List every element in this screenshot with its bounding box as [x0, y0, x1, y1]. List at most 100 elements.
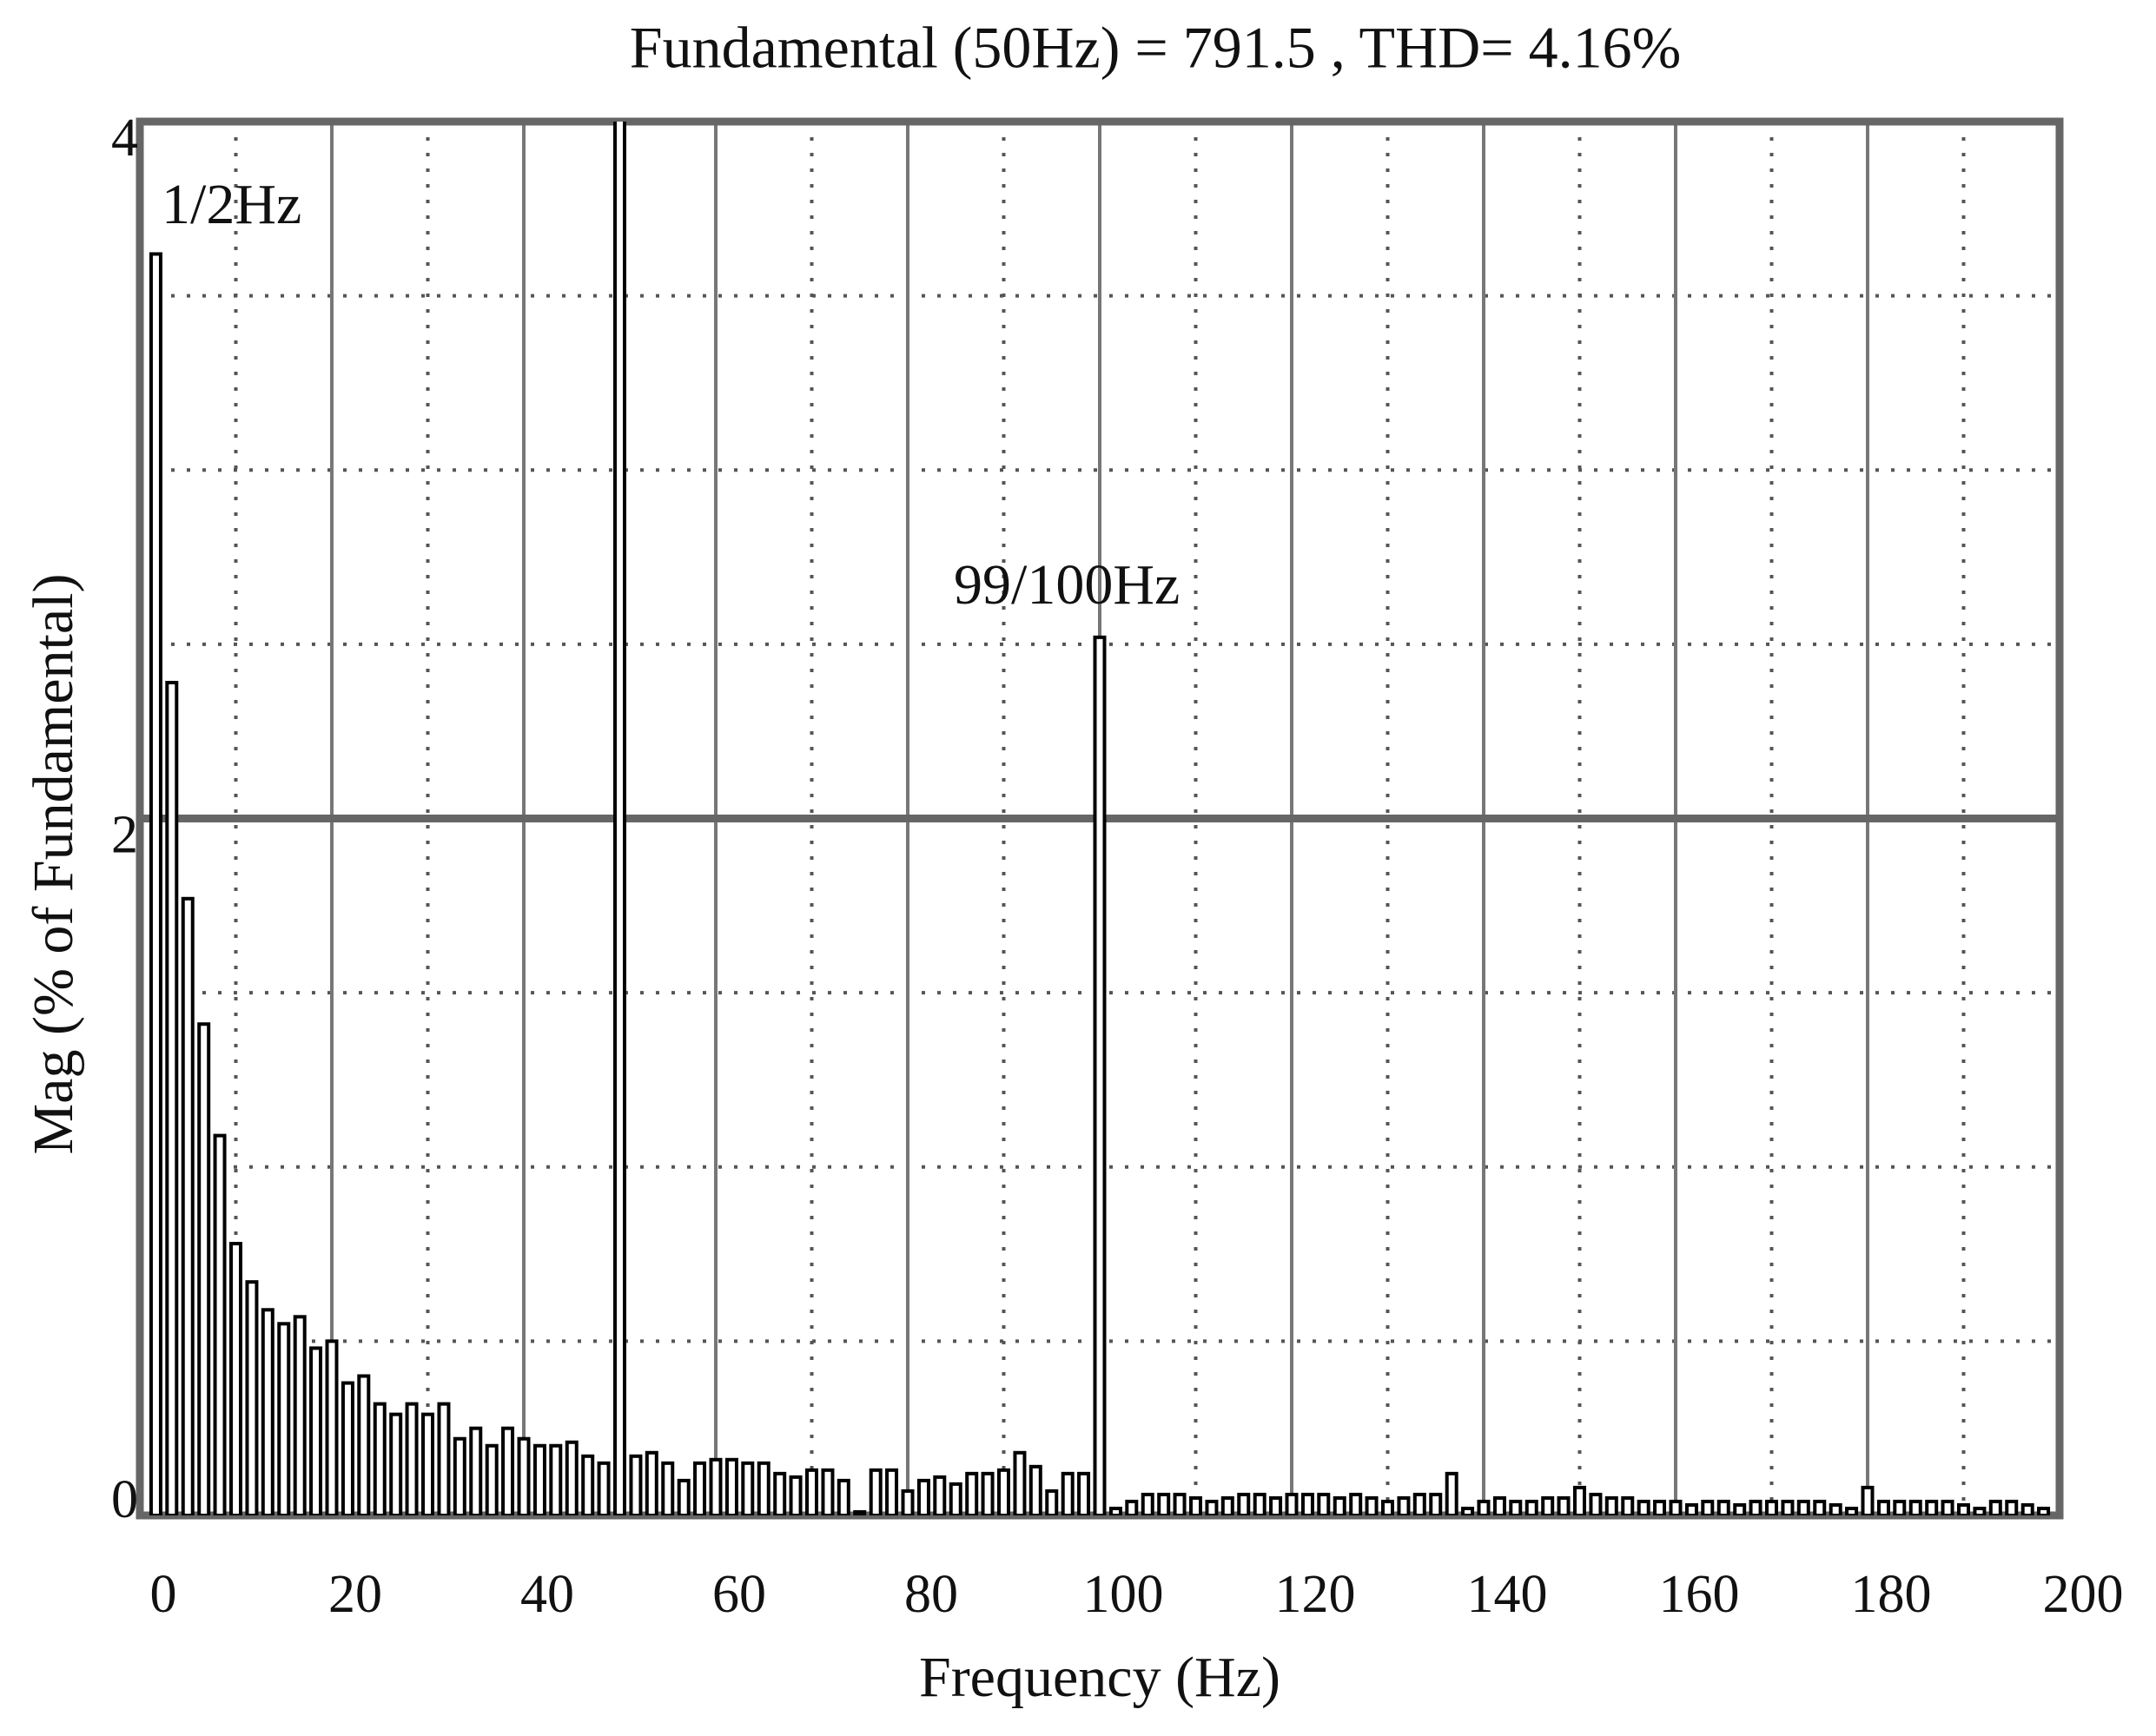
bar [1397, 1495, 1411, 1515]
bar [805, 1468, 818, 1515]
bar [1205, 1499, 1219, 1515]
bar [501, 1426, 515, 1515]
bar [229, 1242, 242, 1515]
bar [1093, 635, 1107, 1515]
bar [405, 1402, 419, 1515]
bar [1189, 1495, 1202, 1515]
annotation: 99/100Hz [954, 553, 1180, 617]
bar [1589, 1492, 1603, 1515]
bar [645, 1450, 658, 1515]
bar [1925, 1499, 1939, 1515]
bar [677, 1478, 691, 1515]
bar [1765, 1499, 1778, 1515]
bar [853, 1509, 867, 1515]
bar [261, 1308, 274, 1515]
bar [1077, 1471, 1091, 1515]
bar [197, 1022, 211, 1515]
y-tick-label: 2 [111, 806, 138, 865]
bar [1333, 1495, 1346, 1515]
bar [485, 1443, 499, 1515]
bar [613, 122, 626, 1515]
bar [1557, 1495, 1571, 1515]
x-axis-label: Frequency (Hz) [919, 1646, 1280, 1709]
bar [1876, 1499, 1890, 1515]
x-tick-label: 180 [1851, 1565, 1932, 1624]
bar [437, 1402, 451, 1515]
bar [213, 1133, 227, 1515]
chart-title: Fundamental (50Hz) = 791.5 , THD= 4.16% [630, 15, 1682, 81]
bar [1908, 1499, 1922, 1515]
bar [741, 1461, 755, 1515]
bar [837, 1478, 850, 1515]
x-tick-label: 0 [150, 1565, 177, 1624]
bar [1621, 1495, 1635, 1515]
bar [1285, 1492, 1299, 1515]
bar [709, 1457, 723, 1515]
bar [517, 1436, 531, 1515]
bar [373, 1402, 387, 1515]
bar [1684, 1502, 1698, 1515]
bars [149, 122, 2051, 1515]
bar [789, 1475, 803, 1515]
bar [1461, 1506, 1475, 1515]
bar [1317, 1492, 1331, 1515]
bar [901, 1488, 915, 1515]
bar [965, 1471, 979, 1515]
bar [1813, 1499, 1827, 1515]
bar [1220, 1495, 1234, 1515]
bar [341, 1381, 354, 1515]
bar [869, 1468, 883, 1515]
bar [165, 681, 179, 1515]
bar [1173, 1492, 1187, 1515]
bar [1604, 1495, 1618, 1515]
bar [245, 1280, 259, 1515]
bar [1045, 1488, 1059, 1515]
bar [325, 1339, 339, 1515]
bar [1796, 1499, 1810, 1515]
bar [1941, 1499, 1954, 1515]
bar [149, 252, 162, 1515]
bar [1300, 1492, 1314, 1515]
bar [1253, 1492, 1266, 1515]
bar [757, 1461, 770, 1515]
bar [1701, 1499, 1715, 1515]
x-tick-label: 40 [520, 1565, 574, 1624]
bar [1829, 1502, 1842, 1515]
bar [1637, 1499, 1650, 1515]
bar [1157, 1492, 1171, 1515]
bar [1141, 1492, 1154, 1515]
bar [1524, 1499, 1538, 1515]
x-tick-label: 60 [712, 1565, 766, 1624]
bar [661, 1461, 675, 1515]
bar [357, 1374, 371, 1515]
bar [581, 1454, 595, 1515]
bar [1269, 1495, 1283, 1515]
bar [693, 1461, 707, 1515]
bar [1108, 1506, 1122, 1515]
bar [181, 896, 195, 1515]
x-tick-label: 140 [1467, 1565, 1548, 1624]
bar [1988, 1499, 2002, 1515]
bar [1492, 1495, 1506, 1515]
x-tick-label: 100 [1083, 1565, 1164, 1624]
y-tick-label: 4 [111, 109, 138, 168]
bar [1653, 1499, 1667, 1515]
bar [1669, 1499, 1683, 1515]
bar [1429, 1492, 1443, 1515]
bar [309, 1346, 323, 1515]
bar [1957, 1502, 1970, 1515]
bar [1845, 1506, 1859, 1515]
bar [981, 1471, 995, 1515]
bar [1445, 1471, 1458, 1515]
bar [1509, 1499, 1523, 1515]
bar [2037, 1506, 2051, 1515]
y-tick-label: 0 [111, 1470, 138, 1529]
bar [453, 1436, 466, 1515]
bar [1125, 1499, 1139, 1515]
x-tick-label: 20 [328, 1565, 382, 1624]
x-tick-label: 200 [2043, 1565, 2124, 1624]
bar [1893, 1499, 1907, 1515]
bar [565, 1440, 579, 1515]
bar [1412, 1492, 1426, 1515]
